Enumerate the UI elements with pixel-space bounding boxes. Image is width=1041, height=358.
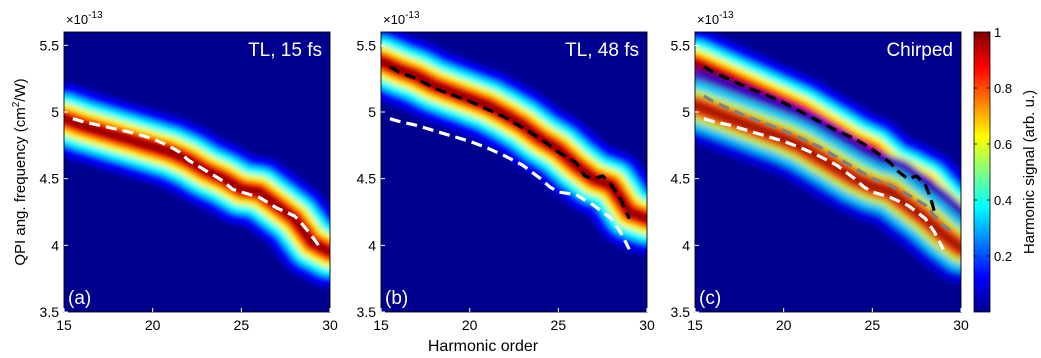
colorbar-tick-label: 0.8 bbox=[994, 81, 1012, 96]
y-tick-label: 4.5 bbox=[671, 171, 691, 187]
y-axis-exponent: ×10-13 bbox=[697, 10, 734, 27]
y-tick-label: 5.5 bbox=[357, 37, 377, 53]
trace-black-dashed bbox=[703, 65, 938, 220]
trace-white-dashed bbox=[72, 117, 323, 251]
panel-2: 15 20 25 30 3.5 4 4.5 5 5.5 ×10-13 TL, 48 fs (b) bbox=[357, 10, 655, 333]
panel-label: (a) bbox=[68, 288, 91, 309]
x-tick-label: 15 bbox=[687, 317, 703, 333]
colorbar-tick-label: 0.4 bbox=[994, 193, 1012, 208]
heatmap-ridge-band bbox=[695, 101, 961, 252]
y-axis-label: QPI ang. frequency (cm2/W) bbox=[11, 78, 29, 265]
x-tick-label: 25 bbox=[234, 317, 250, 333]
colorbar-tick-label: 0.6 bbox=[994, 137, 1012, 152]
x-tick-label: 15 bbox=[373, 317, 389, 333]
heatmap-bands bbox=[381, 32, 647, 254]
y-tick-label: 4 bbox=[51, 237, 59, 253]
trace-black-dashed bbox=[389, 65, 631, 220]
colorbar-label: Harmonic signal (arb. u.) bbox=[1021, 90, 1038, 254]
colorbar-gradient bbox=[973, 31, 991, 313]
panel-1: 15 20 25 30 3.5 4 4.5 5 5.5 ×10-13 TL, 15 fs (a) bbox=[40, 10, 338, 333]
x-tick-label: 20 bbox=[145, 317, 161, 333]
colorbar-tick-label: 1 bbox=[994, 25, 1001, 40]
x-tick-label: 25 bbox=[865, 317, 881, 333]
y-axis-label-suffix: /W) bbox=[12, 78, 29, 101]
heatmap-bands bbox=[64, 83, 330, 287]
panel-3: 15 20 25 30 3.5 4 4.5 5 5.5 ×10-13 Chirped (c) bbox=[671, 10, 969, 333]
y-axis-exponent: ×10-13 bbox=[383, 10, 420, 27]
panel-label: (b) bbox=[385, 288, 408, 309]
y-tick-label: 4 bbox=[368, 237, 376, 253]
x-tick-label: 20 bbox=[462, 317, 478, 333]
panel-label: (c) bbox=[699, 288, 721, 309]
colorbar-tick-label: 0.2 bbox=[994, 249, 1012, 264]
panel-title: Chirped bbox=[886, 40, 953, 61]
y-tick-label: 4 bbox=[682, 237, 690, 253]
panel-title: TL, 48 fs bbox=[565, 40, 639, 61]
x-axis-label: Harmonic order bbox=[428, 338, 539, 355]
y-tick-label: 5 bbox=[51, 104, 59, 120]
trace-gray-dashed bbox=[703, 94, 954, 234]
y-tick-label: 5.5 bbox=[40, 37, 60, 53]
colorbar: 0.2 0.4 0.6 0.8 1 Harmonic signal (arb. u.) bbox=[973, 25, 1038, 313]
panel-frame bbox=[63, 31, 331, 313]
y-tick-label: 4.5 bbox=[357, 171, 377, 187]
y-tick-label: 5.5 bbox=[671, 37, 691, 53]
y-tick-label: 3.5 bbox=[671, 304, 691, 320]
y-axis-label-sup: 2 bbox=[11, 101, 22, 107]
y-tick-label: 3.5 bbox=[357, 304, 377, 320]
trace-white-dashed bbox=[703, 117, 945, 251]
y-axis-exponent: ×10-13 bbox=[66, 10, 103, 27]
x-tick-label: 30 bbox=[953, 317, 969, 333]
panel-frame bbox=[380, 31, 648, 313]
x-tick-label: 30 bbox=[639, 317, 655, 333]
x-tick-label: 15 bbox=[56, 317, 72, 333]
y-tick-label: 5 bbox=[368, 104, 376, 120]
y-tick-label: 3.5 bbox=[40, 304, 60, 320]
x-tick-label: 20 bbox=[776, 317, 792, 333]
x-tick-label: 25 bbox=[551, 317, 567, 333]
trace-white-dashed bbox=[389, 117, 631, 251]
heatmap-ridge-band bbox=[64, 114, 330, 256]
x-tick-label: 30 bbox=[322, 317, 338, 333]
panel-frame bbox=[694, 31, 962, 313]
y-tick-label: 5 bbox=[682, 104, 690, 120]
panel-title: TL, 15 fs bbox=[248, 40, 322, 61]
y-axis-label-prefix: QPI ang. frequency (cm bbox=[12, 107, 29, 265]
heatmap-ridge-band bbox=[381, 57, 647, 223]
y-tick-label: 4.5 bbox=[40, 171, 60, 187]
